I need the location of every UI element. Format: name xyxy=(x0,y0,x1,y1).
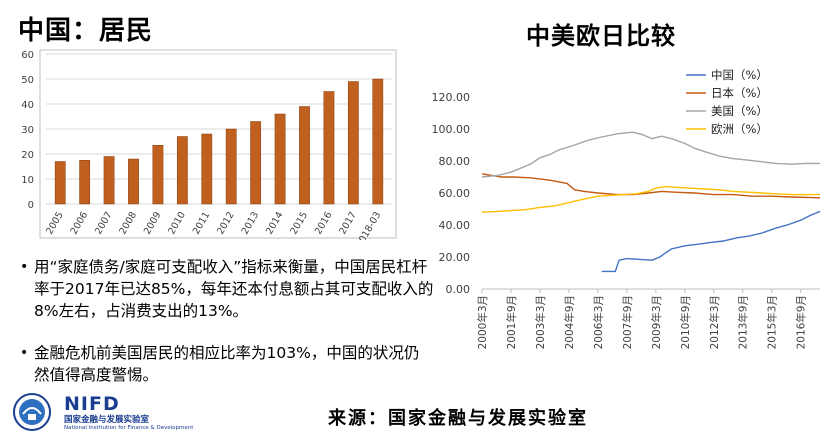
bar xyxy=(79,160,91,205)
bullet-marker: • xyxy=(20,345,29,361)
line-y-tick-label: 20.00 xyxy=(439,251,471,264)
line-x-tick-label: 2000年3月 xyxy=(476,295,489,349)
line-x-tick-label: 2013年9月 xyxy=(737,295,750,349)
bar xyxy=(54,161,66,205)
bullet-point-2: • 金融危机前美国居民的相应比率为103%，中国的状况仍然值得高度警惕。 xyxy=(20,342,430,390)
line-x-tick-label: 2003年3月 xyxy=(534,295,547,349)
bar xyxy=(250,121,262,205)
line-y-tick-label: 40.00 xyxy=(439,219,471,232)
bullet-point-1: • 用“家庭债务/家庭可支配收入”指标来衡量，中国居民杠杆率于2017年已达85… xyxy=(20,256,433,326)
bar xyxy=(347,81,359,205)
line-y-tick-label: 100.00 xyxy=(432,123,471,136)
bar-y-tick-label: 10 xyxy=(21,175,34,186)
bar-y-tick-label: 0 xyxy=(28,200,34,211)
bar-y-tick-label: 40 xyxy=(21,100,34,111)
line-x-tick-label: 2004年9月 xyxy=(563,295,576,349)
bar-y-tick-label: 50 xyxy=(21,75,34,86)
right-chart-title: 中美欧日比较 xyxy=(526,22,676,50)
line-y-tick-label: 120.00 xyxy=(432,91,471,104)
line-x-tick-label: 2009年3月 xyxy=(650,295,663,349)
bar xyxy=(225,128,237,205)
us-series-line xyxy=(481,131,820,178)
chart-legend: 中国（%） 日本（%） 美国（%） 欧洲（%） xyxy=(686,68,768,136)
line-x-tick-label: 2016年9月 xyxy=(795,295,808,349)
comparison-line-chart: 0.00 20.00 40.00 60.00 80.00 100.00 120.00 200… xyxy=(432,68,821,349)
bar xyxy=(201,133,213,205)
line-x-tick-label: 2015年3月 xyxy=(766,295,779,349)
legend-label: 日本（%） xyxy=(711,86,768,100)
logo-english-name: National Institution for Finance & Devel… xyxy=(64,425,194,431)
bar xyxy=(152,145,164,205)
line-x-tick-label: 2006年3月 xyxy=(592,295,605,349)
bullet-text-2: 金融危机前美国居民的相应比率为103%，中国的状况仍然值得高度警惕。 xyxy=(34,344,420,384)
line-x-tick-label: 2010年9月 xyxy=(679,295,692,349)
left-chart-title: 中国：居民 xyxy=(18,16,154,46)
line-y-tick-label: 80.00 xyxy=(439,155,471,168)
nifd-logo-text: NIFD 国家金融与发展实验室 National Institution for… xyxy=(64,393,193,431)
euro-series-line xyxy=(481,185,820,213)
bar-y-tick-label: 60 xyxy=(21,50,34,61)
legend-label: 欧洲（%） xyxy=(711,122,768,136)
bar xyxy=(128,158,139,205)
line-y-tick-label: 0.00 xyxy=(446,283,471,296)
legend-label: 中国（%） xyxy=(711,68,768,82)
bar xyxy=(274,113,286,205)
bar xyxy=(103,156,115,205)
bar xyxy=(176,136,188,205)
line-y-tick-label: 60.00 xyxy=(439,187,471,200)
logo-abbreviation: NIFD xyxy=(64,393,120,415)
bar xyxy=(299,106,310,205)
nifd-logo-emblem xyxy=(13,393,51,431)
bullet-marker: • xyxy=(20,259,29,275)
logo-chinese-name: 国家金融与发展实验室 xyxy=(64,415,150,425)
china-series-line xyxy=(601,210,821,273)
source-note: 来源：国家金融与发展实验室 xyxy=(328,408,588,429)
bar-y-tick-label: 20 xyxy=(21,150,34,161)
bar-plot-border xyxy=(39,49,397,239)
line-x-tick-label: 2007年9月 xyxy=(621,295,634,349)
line-x-tick-label: 2001年9月 xyxy=(505,295,518,349)
bullet-text-1: 用“家庭债务/家庭可支配收入”指标来衡量，中国居民杠杆率于2017年已达85%，… xyxy=(34,258,434,320)
japan-series-line xyxy=(481,173,821,199)
bar xyxy=(372,78,384,205)
legend-label: 美国（%） xyxy=(711,104,768,118)
line-x-tick-label: 2012年3月 xyxy=(708,295,721,349)
bar xyxy=(323,91,335,205)
bar-y-tick-label: 30 xyxy=(21,125,34,136)
